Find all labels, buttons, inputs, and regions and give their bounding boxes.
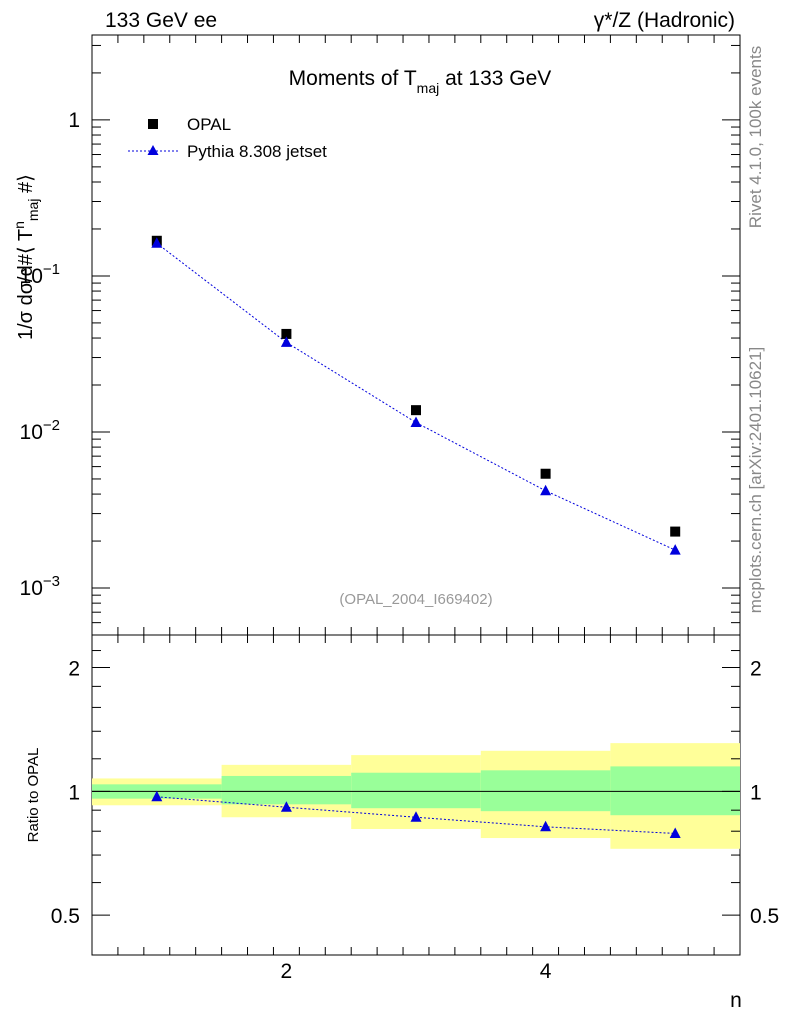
- legend-pythia-marker: [147, 145, 159, 155]
- ratio-y-tick-label: 1: [68, 781, 80, 804]
- legend-opal-label: OPAL: [187, 115, 231, 134]
- main-series: [151, 235, 681, 555]
- legend-opal-marker: [148, 119, 158, 129]
- ratio-band-inner: [480, 770, 611, 812]
- ratio-pythia-point: [540, 820, 552, 832]
- x-tick-label: 2: [281, 960, 293, 983]
- watermark: (OPAL_2004_I669402): [339, 591, 492, 608]
- mcplots-label: mcplots.cern.ch [arXiv:2401.10621]: [746, 347, 765, 613]
- y-tick-label: 1: [68, 109, 80, 132]
- ratio-pythia-point: [669, 827, 681, 838]
- main-axis-ticks: 10−3 10−2 10−1 1: [20, 35, 741, 636]
- header-right: γ*/Z (Hadronic): [594, 9, 735, 32]
- pythia-point: [410, 416, 422, 428]
- chart-title: Moments of Tmaj at 133 GeV: [289, 67, 552, 96]
- y-axis-label: 1/σ dσ/d#⟨ Tnmaj #⟩: [11, 174, 41, 340]
- x-axis-label: n: [730, 989, 742, 1012]
- svg-text:1/σ dσ/d#⟨ Tnmaj #⟩: 1/σ dσ/d#⟨ Tnmaj #⟩: [11, 174, 41, 340]
- pythia-point: [280, 336, 292, 347]
- pythia-point: [151, 237, 163, 248]
- ratio-y-tick-label-right: 2: [750, 658, 762, 681]
- opal-point: [411, 405, 421, 416]
- rivet-label: Rivet 4.1.0, 100k events: [746, 46, 765, 228]
- ratio-band-inner: [221, 775, 352, 805]
- opal-point: [540, 468, 551, 479]
- ratio-band-inner: [351, 772, 481, 809]
- opal-point: [670, 526, 681, 537]
- ratio-band-inner: [610, 766, 740, 816]
- ratio-pythia-point: [151, 790, 163, 802]
- opal-point: [281, 328, 292, 339]
- y-tick-label: 10−3: [20, 573, 60, 600]
- y-tick-label: 10−1: [20, 261, 60, 288]
- ratio-pythia-point: [280, 801, 292, 812]
- legend-pythia-label: Pythia 8.308 jetset: [187, 142, 327, 161]
- ratio-y-tick-label: 2: [68, 658, 80, 681]
- ratio-axis-ticks: 2 4 0.5 0.5 1 1 2 2: [51, 634, 779, 983]
- x-tick-label: 4: [540, 960, 552, 983]
- y-tick-label: 10−2: [20, 417, 60, 444]
- ratio-y-label: Ratio to OPAL: [25, 748, 42, 843]
- ratio-series: [151, 790, 681, 838]
- pythia-point: [540, 484, 552, 496]
- ratio-bands: [92, 743, 740, 849]
- pythia-line: [156, 242, 676, 551]
- pythia-point: [669, 544, 681, 555]
- header-left: 133 GeV ee: [105, 9, 217, 32]
- ratio-y-tick-label-right: 1: [750, 781, 762, 804]
- ratio-y-tick-label-right: 0.5: [750, 905, 779, 928]
- ratio-pythia-point: [410, 811, 422, 822]
- ratio-y-tick-label: 0.5: [51, 905, 80, 928]
